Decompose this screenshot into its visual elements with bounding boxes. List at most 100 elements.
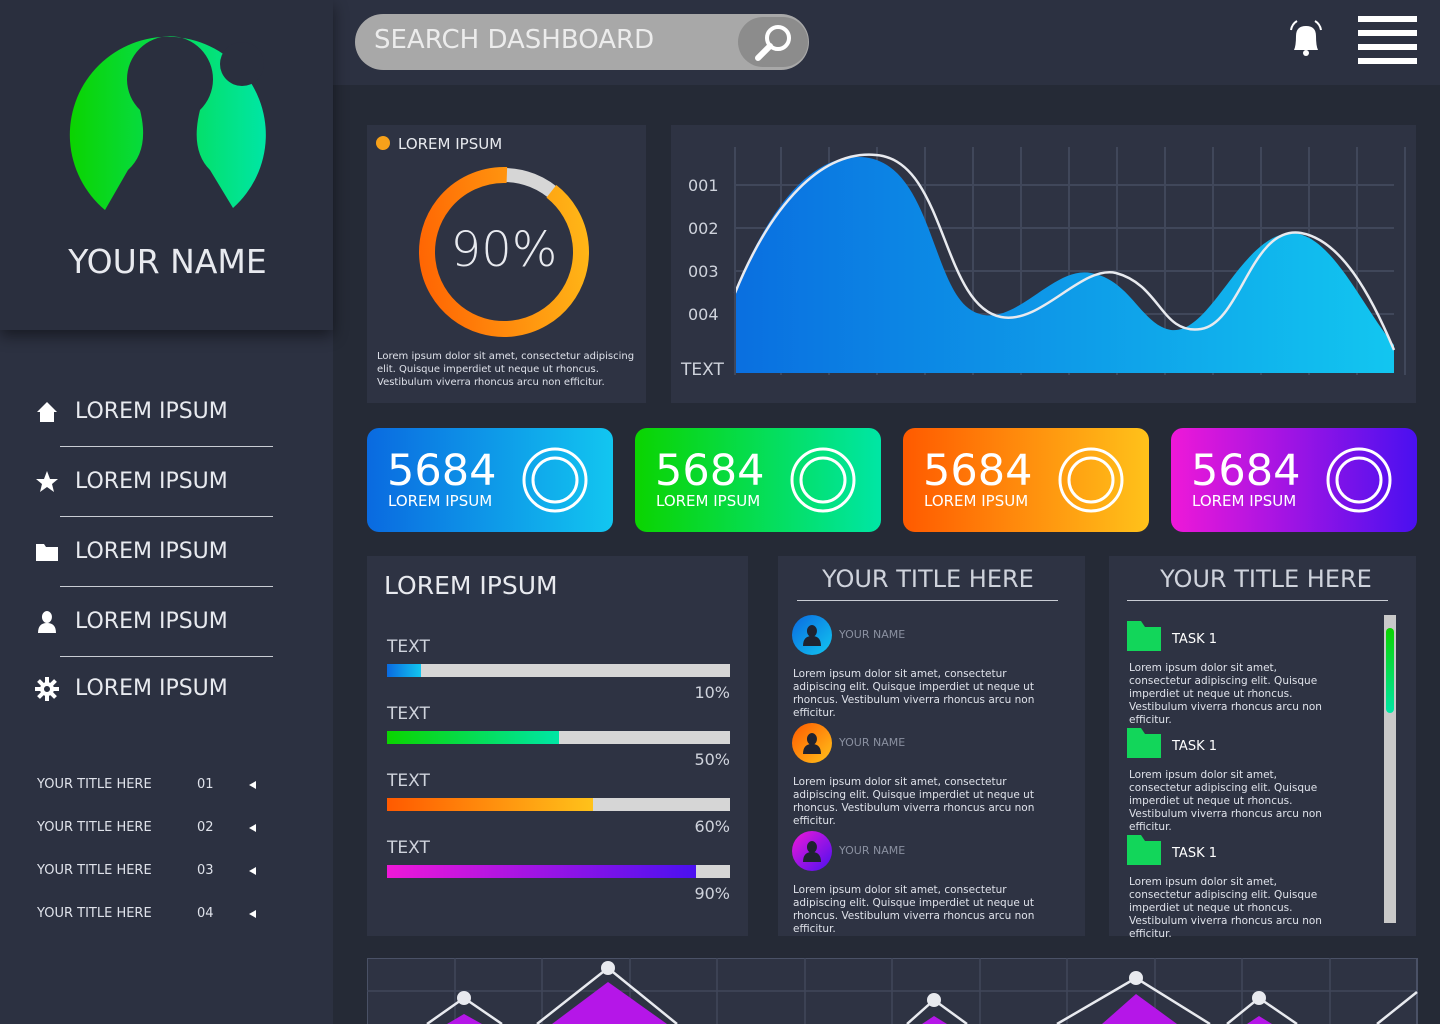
ring <box>1335 456 1383 504</box>
messages-title: YOUR TITLE HERE <box>822 565 1034 593</box>
search-box[interactable] <box>355 14 809 70</box>
list-number: 04 <box>197 906 214 921</box>
progress-track <box>387 664 730 677</box>
progress-card <box>367 556 748 936</box>
nav-icon <box>37 402 57 422</box>
nav-item: LOREM IPSUM <box>75 676 228 701</box>
progress-value: 10% <box>694 683 730 702</box>
icon <box>36 544 58 561</box>
progress-fill <box>387 731 559 744</box>
area-chart <box>733 147 1406 375</box>
gear-tooth <box>45 695 49 701</box>
folder <box>1127 728 1161 758</box>
ring <box>799 456 847 504</box>
message-text: Lorem ipsum dolor sit amet, consectetur … <box>793 884 1035 935</box>
stat-label: LOREM IPSUM <box>656 492 761 510</box>
gear-tooth <box>49 691 57 699</box>
avatar-icon <box>803 625 821 646</box>
ring <box>1058 447 1124 513</box>
arrow <box>249 781 256 789</box>
divider <box>797 600 1058 601</box>
arrow <box>249 867 256 875</box>
nav-item: LOREM IPSUM <box>75 399 228 424</box>
nav-item: LOREM IPSUM <box>75 609 228 634</box>
scrollbar-thumb[interactable] <box>1386 628 1394 713</box>
list-title: YOUR TITLE HERE <box>37 820 152 835</box>
stat-icon <box>790 447 856 513</box>
legend-dot <box>376 136 390 150</box>
nav-item: LOREM IPSUM <box>75 469 228 494</box>
stat-label: LOREM IPSUM <box>388 492 493 510</box>
progress-value: 50% <box>694 750 730 769</box>
list-title: YOUR TITLE HERE <box>37 906 152 921</box>
stat-icon <box>1058 447 1124 513</box>
gear-tooth <box>37 679 45 687</box>
message-name: YOUR NAME <box>839 736 906 749</box>
search-button[interactable] <box>738 17 808 67</box>
icon <box>40 682 55 696</box>
icon <box>803 841 821 862</box>
arrow <box>249 910 256 918</box>
icon <box>803 625 821 646</box>
message-name: YOUR NAME <box>839 844 906 857</box>
search-placeholder: SEARCH DASHBOARD <box>374 25 655 55</box>
stat-label: LOREM IPSUM <box>1192 492 1297 510</box>
ring <box>522 447 588 513</box>
profile-box <box>0 0 333 330</box>
stat-card <box>1171 428 1417 532</box>
nav-divider <box>60 446 273 447</box>
y-label: 004 <box>688 305 719 324</box>
gear-tooth <box>53 687 59 691</box>
stat-card <box>635 428 881 532</box>
icon <box>37 402 57 422</box>
stat-label: LOREM IPSUM <box>924 492 1029 510</box>
progress-value: 90% <box>694 884 730 903</box>
menu-button[interactable] <box>1358 16 1418 66</box>
task-name: TASK 1 <box>1172 846 1218 861</box>
nav-divider <box>60 516 273 517</box>
stat-value: 5684 <box>387 446 497 496</box>
notification-bell[interactable] <box>1286 18 1326 58</box>
task-name: TASK 1 <box>1172 739 1218 754</box>
nav-icon <box>36 471 58 492</box>
task-icon <box>1127 835 1161 865</box>
nav-icon <box>38 611 56 633</box>
progress-label: TEXT <box>387 771 430 791</box>
x-label: TEXT <box>681 360 724 380</box>
stat-icon <box>522 447 588 513</box>
stat-card <box>903 428 1149 532</box>
list-arrow <box>249 910 256 918</box>
ring <box>790 447 856 513</box>
task-icon <box>1127 621 1161 651</box>
list-number: 03 <box>197 863 214 878</box>
avatar-icon <box>803 733 821 754</box>
ring <box>1067 456 1115 504</box>
list-title: YOUR TITLE HERE <box>37 863 152 878</box>
avatar-icon <box>803 841 821 862</box>
bottom-chart <box>367 958 1418 1024</box>
icon <box>803 733 821 754</box>
task-text: Lorem ipsum dolor sit amet, consectetur … <box>1129 769 1322 833</box>
list-number: 02 <box>197 820 214 835</box>
tasks-title: YOUR TITLE HERE <box>1160 565 1372 593</box>
gear-tooth <box>49 679 57 687</box>
folder <box>1127 835 1161 865</box>
progress-fill <box>387 798 593 811</box>
y-label: 001 <box>688 176 719 195</box>
stat-icon <box>1326 447 1392 513</box>
gear-tooth <box>45 677 49 683</box>
gear-tooth <box>37 691 45 699</box>
donut-value: 90% <box>450 222 558 278</box>
nav-icon <box>35 677 59 701</box>
task-text: Lorem ipsum dolor sit amet, consectetur … <box>1129 876 1322 940</box>
ring <box>1326 447 1392 513</box>
nav-divider <box>60 586 273 587</box>
progress-label: TEXT <box>387 637 430 657</box>
message-text: Lorem ipsum dolor sit amet, consectetur … <box>793 668 1035 719</box>
folder <box>1127 621 1161 651</box>
donut-legend: LOREM IPSUM <box>398 135 503 153</box>
stat-card <box>367 428 613 532</box>
progress-title: LOREM IPSUM <box>384 571 558 600</box>
area-line <box>733 153 1396 351</box>
stat-value: 5684 <box>655 446 765 496</box>
